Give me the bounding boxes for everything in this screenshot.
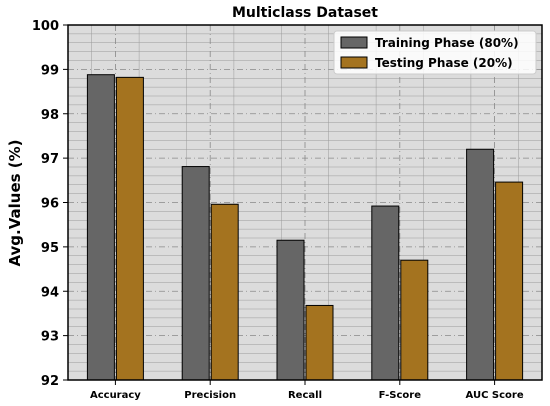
x-tick-label: Recall — [288, 390, 322, 401]
bar-training-f-score — [371, 205, 400, 381]
y-tick-label: 95 — [41, 241, 59, 256]
bars — [86, 74, 524, 381]
y-tick-label: 100 — [32, 19, 59, 34]
legend-label-training: Training Phase (80%) — [375, 36, 519, 50]
bar-testing-accuracy — [115, 76, 144, 381]
legend: Training Phase (80%) Testing Phase (20%) — [333, 30, 537, 75]
y-tick-label: 96 — [41, 197, 59, 212]
axes: 92 93 94 95 96 97 98 99 100 Accuracy Precision Reca… — [32, 19, 524, 401]
y-tick-label: 93 — [41, 330, 59, 345]
bar-testing-auc-score — [495, 181, 524, 381]
legend-box — [333, 30, 537, 75]
y-axis-label: Avg.Values (%) — [6, 139, 24, 266]
bar-testing-precision — [210, 203, 239, 381]
legend-swatch-testing — [340, 56, 368, 69]
y-tick-label: 99 — [41, 63, 59, 78]
bar-training-accuracy — [86, 74, 115, 381]
bar-training-precision — [181, 166, 210, 381]
y-tick-label: 94 — [41, 285, 59, 300]
y-tick-label: 92 — [41, 374, 59, 389]
bar-testing-recall — [305, 304, 334, 381]
x-tick-label: Accuracy — [90, 390, 141, 401]
legend-label-testing: Testing Phase (20%) — [375, 56, 513, 70]
y-tick-label: 97 — [41, 152, 59, 167]
y-tick-label: 98 — [41, 108, 59, 123]
legend-swatch-training — [340, 36, 368, 49]
bar-training-recall — [276, 239, 305, 381]
bar-training-auc-score — [466, 148, 495, 381]
bar-testing-f-score — [400, 259, 429, 381]
x-tick-label: Precision — [184, 390, 236, 401]
chart-title: Multiclass Dataset — [232, 5, 378, 21]
x-tick-label: F-Score — [379, 390, 422, 401]
x-tick-label: AUC Score — [466, 390, 524, 401]
